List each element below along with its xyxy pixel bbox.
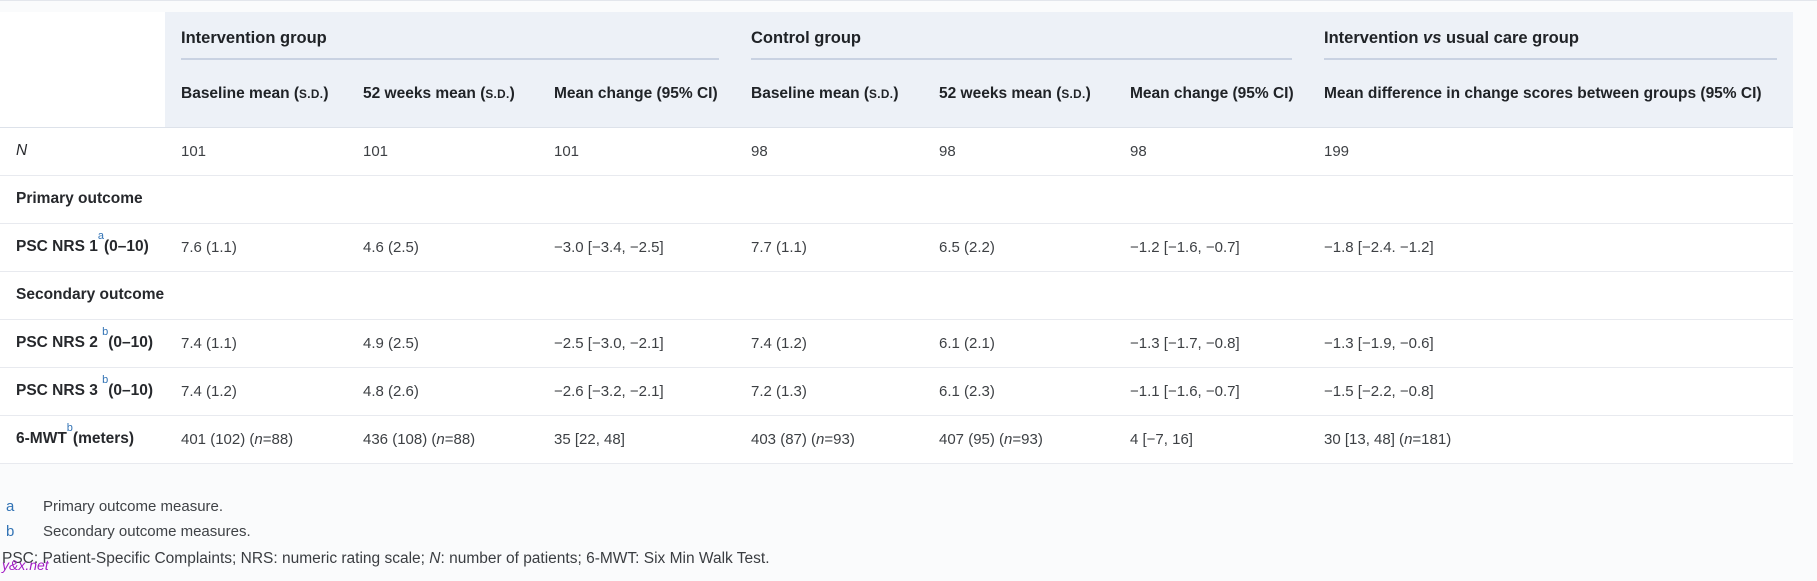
- table-row: PSC NRS 3 b(0–10) 7.4 (1.2) 4.8 (2.6) −2.6 …: [0, 366, 1793, 415]
- cell-value: −1.8 [−2.4. −1.2]: [1308, 222, 1793, 271]
- cell-value: 4.8 (2.6): [347, 366, 538, 415]
- cell-value: 6.1 (2.3): [923, 366, 1114, 415]
- corner-cell: [0, 67, 165, 127]
- cell-value: 6.5 (2.2): [923, 222, 1114, 271]
- section-row: Secondary outcome: [0, 270, 1793, 319]
- cell-value: 30 [13, 48] (n=181): [1308, 414, 1793, 464]
- group-label: Intervention group: [181, 29, 327, 47]
- cell-value: −1.2 [−1.6, −0.7]: [1114, 222, 1308, 271]
- cell-value: 7.4 (1.2): [165, 366, 347, 415]
- cell-value: 7.4 (1.2): [735, 318, 923, 367]
- cell-value: 4 [−7, 16]: [1114, 414, 1308, 464]
- column-header: 52 weeks mean (s.d.): [347, 67, 538, 127]
- row-label: 6-MWTb(meters): [0, 414, 165, 464]
- column-header: Mean difference in change scores between…: [1308, 67, 1793, 127]
- cell-value: 98: [735, 126, 923, 175]
- group-underline: [1324, 58, 1777, 60]
- abbreviations-line: PSC: Patient-Specific Complaints; NRS: n…: [2, 549, 770, 567]
- row-label: PSC NRS 1a(0–10): [0, 222, 165, 271]
- section-label: Primary outcome: [0, 174, 1793, 223]
- cell-value: 407 (95) (n=93): [923, 414, 1114, 464]
- cell-value: 101: [347, 126, 538, 175]
- outcomes-table: Intervention group Control group Intervent…: [0, 12, 1793, 464]
- cell-value: 199: [1308, 126, 1793, 175]
- section-label: Secondary outcome: [0, 270, 1793, 319]
- footnote-ref[interactable]: b: [66, 422, 73, 435]
- column-header-row: Baseline mean (s.d.) 52 weeks mean (s.d.)…: [0, 67, 1793, 127]
- footnote-marker[interactable]: a: [6, 497, 15, 515]
- cell-value: 101: [538, 126, 735, 175]
- cell-value: −1.1 [−1.6, −0.7]: [1114, 366, 1308, 415]
- table-header: Intervention group Control group Intervent…: [0, 12, 1793, 127]
- table-row: N 101 101 101 98 98 98 199: [0, 126, 1793, 175]
- cell-value: 98: [923, 126, 1114, 175]
- small-caps: s.d.: [1061, 87, 1086, 101]
- cell-value: −1.3 [−1.7, −0.8]: [1114, 318, 1308, 367]
- footnote-ref[interactable]: a: [97, 230, 104, 243]
- table-row: PSC NRS 1a(0–10) 7.6 (1.1) 4.6 (2.5) −3.0 […: [0, 222, 1793, 271]
- cell-value: 436 (108) (n=88): [347, 414, 538, 464]
- column-header: 52 weeks mean (s.d.): [923, 67, 1114, 127]
- cell-value: −3.0 [−3.4, −2.5]: [538, 222, 735, 271]
- small-caps: s.d.: [299, 87, 324, 101]
- group-underline: [751, 58, 1292, 60]
- row-label: PSC NRS 3 b(0–10): [0, 366, 165, 415]
- group-label: Control group: [751, 29, 861, 47]
- cell-value: 403 (87) (n=93): [735, 414, 923, 464]
- section-row: Primary outcome: [0, 174, 1793, 223]
- footnote-ref[interactable]: b: [102, 326, 109, 339]
- footnote-marker[interactable]: b: [6, 522, 15, 540]
- row-label: N: [0, 126, 165, 175]
- small-caps: s.d.: [869, 87, 894, 101]
- column-header: Baseline mean (s.d.): [165, 67, 347, 127]
- cell-value: 35 [22, 48]: [538, 414, 735, 464]
- cell-value: 7.6 (1.1): [165, 222, 347, 271]
- group-header: Intervention group: [165, 12, 735, 67]
- table-row: 6-MWTb(meters) 401 (102) (n=88) 436 (108) …: [0, 414, 1793, 464]
- column-header: Mean change (95% CI): [1114, 67, 1308, 127]
- small-caps: s.d.: [485, 87, 510, 101]
- footnote: a Primary outcome measure.: [6, 494, 1817, 519]
- footnote: b Secondary outcome measures.: [6, 519, 1817, 544]
- column-header: Baseline mean (s.d.): [735, 67, 923, 127]
- cell-value: 101: [165, 126, 347, 175]
- cell-value: 4.9 (2.5): [347, 318, 538, 367]
- cell-value: 6.1 (2.1): [923, 318, 1114, 367]
- group-label: Intervention vs usual care group: [1324, 29, 1579, 47]
- footnote-ref[interactable]: b: [102, 374, 109, 387]
- table-row: PSC NRS 2 b(0–10) 7.4 (1.1) 4.9 (2.5) −2.5 …: [0, 318, 1793, 367]
- cell-value: −1.5 [−2.2, −0.8]: [1308, 366, 1793, 415]
- group-header: Intervention vs usual care group: [1308, 12, 1793, 67]
- footnote-list: a Primary outcome measure. b Secondary outc…: [6, 494, 1817, 544]
- footnote-text: Primary outcome measure.: [43, 497, 224, 515]
- cell-value: 7.7 (1.1): [735, 222, 923, 271]
- table-body: N 101 101 101 98 98 98 199 Primary outcome PSC NR…: [0, 126, 1793, 464]
- group-header: Control group: [735, 12, 1308, 67]
- group-underline: [181, 58, 719, 60]
- watermark-link[interactable]: y&x.net: [2, 557, 49, 573]
- cell-value: 7.4 (1.1): [165, 318, 347, 367]
- corner-cell: [0, 12, 165, 67]
- cell-value: −1.3 [−1.9, −0.6]: [1308, 318, 1793, 367]
- cell-value: 4.6 (2.5): [347, 222, 538, 271]
- column-header: Mean change (95% CI): [538, 67, 735, 127]
- footnote-text: Secondary outcome measures.: [43, 522, 251, 540]
- cell-value: 98: [1114, 126, 1308, 175]
- table-footnotes: a Primary outcome measure. b Secondary outc…: [0, 464, 1817, 571]
- cell-value: −2.6 [−3.2, −2.1]: [538, 366, 735, 415]
- cell-value: −2.5 [−3.0, −2.1]: [538, 318, 735, 367]
- cell-value: 401 (102) (n=88): [165, 414, 347, 464]
- group-header-row: Intervention group Control group Intervent…: [0, 12, 1793, 67]
- row-label: PSC NRS 2 b(0–10): [0, 318, 165, 367]
- cell-value: 7.2 (1.3): [735, 366, 923, 415]
